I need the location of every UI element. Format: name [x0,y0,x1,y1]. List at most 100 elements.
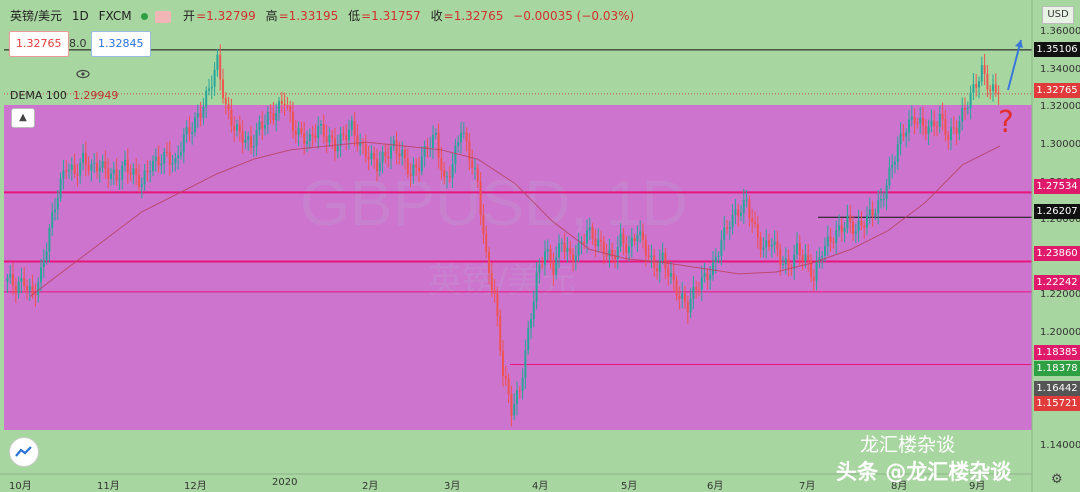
candle [829,236,832,242]
candle [538,264,541,273]
candle [98,167,101,172]
candle [222,79,224,99]
candle [485,233,488,253]
candle [499,316,502,352]
price-tag: 1.26207 [1034,204,1080,219]
candle [535,272,538,302]
candle [342,133,345,136]
candle [460,132,462,143]
dema-legend[interactable]: DEMA 100 1.29949 [10,89,118,102]
candle [658,260,661,272]
candle [415,164,418,168]
market-status-icon[interactable] [155,10,172,23]
buy-button[interactable]: 1.32845 [91,31,151,57]
candle [174,158,177,164]
symbol-name[interactable]: 英镑/美元 [10,9,63,23]
x-tick-label: 4月 [532,481,549,492]
candle [314,135,317,139]
candle [381,151,384,163]
candle [364,144,367,158]
candle [838,225,840,231]
candle [325,136,328,142]
candle [118,179,121,181]
y-tick-label: 1.34000 [1040,63,1080,75]
candle [868,209,871,216]
candle [238,124,241,132]
candle [964,107,966,110]
toutiao-watermark: 头条 @龙汇楼杂谈 [836,460,1012,484]
candle [451,163,454,178]
candle [384,151,387,157]
candle [745,199,748,201]
candle [594,238,597,246]
candle [244,139,247,144]
candle [849,215,852,222]
candle [348,129,350,140]
candle [6,277,9,282]
candle [154,156,157,161]
candle [840,225,843,233]
candle [616,246,619,259]
candle [62,170,65,179]
candle [196,113,199,118]
candle [742,199,745,213]
gear-icon[interactable]: ⚙ [1051,472,1063,487]
candle [362,142,364,145]
candle [140,184,143,187]
interval-label[interactable]: 1D [71,9,89,23]
candle [96,162,98,172]
x-tick-label: 10月 [9,481,32,492]
candle [224,98,227,105]
candle [51,212,54,229]
candle [810,260,812,277]
candle [888,167,891,186]
candle [919,117,922,124]
candle [457,142,460,146]
symbol-watermark-text: GBPUSD, 1D [300,167,688,239]
candle [521,378,524,392]
eye-icon[interactable] [76,67,90,81]
price-tag: 1.27534 [1034,179,1080,194]
candle [630,237,633,247]
candle [420,156,423,172]
candle [871,209,874,216]
candle [773,241,776,245]
candle [857,220,860,232]
candle [698,289,700,291]
candle [479,181,482,216]
candle [233,126,236,131]
candle [121,165,124,180]
candle [600,239,602,242]
candle [177,155,180,159]
price-tag: 1.32765 [1034,83,1080,98]
candle [877,200,880,214]
candle [446,176,448,178]
price-tag: 1.23860 [1034,246,1080,261]
candle [866,215,868,228]
forecast-arrow [1007,39,1022,91]
candle [171,163,174,165]
candle [731,215,734,228]
candle [390,146,392,159]
candle [289,105,292,112]
candle [236,124,238,131]
tradingview-logo-icon[interactable] [9,437,39,467]
y-tick-label: 1.14000 [1040,440,1080,451]
candle [17,281,20,294]
candle [126,159,129,173]
candle [14,285,17,294]
candle [227,104,230,110]
collapse-legend-button[interactable]: ▲ [11,108,35,128]
candle [913,116,916,124]
sell-button[interactable]: 1.32765 [9,31,69,57]
forecast-arrowhead [1015,40,1023,48]
candle [376,159,378,172]
currency-button[interactable]: USD [1042,6,1074,24]
candle [54,209,56,213]
candle [647,255,650,258]
candle [230,109,233,127]
candle [82,152,84,163]
candle [997,92,1000,94]
candle [482,215,485,234]
candle [586,230,588,244]
